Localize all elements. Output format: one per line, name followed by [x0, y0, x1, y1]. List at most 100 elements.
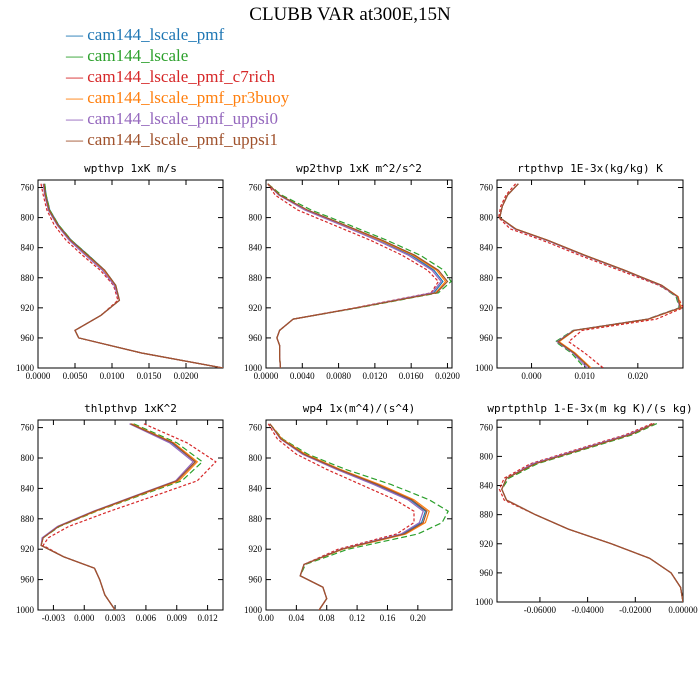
y-tick-label: 1000	[244, 605, 263, 615]
subplot-title: wp4 1x(m^4)/(s^4)	[303, 402, 416, 415]
series-line	[40, 183, 223, 368]
series-line	[499, 183, 682, 368]
series-line	[267, 183, 444, 368]
series-line	[501, 423, 683, 602]
series-line	[40, 423, 197, 610]
y-tick-label: 760	[480, 422, 494, 432]
y-tick-label: 880	[249, 514, 263, 524]
plot-frame	[265, 179, 453, 369]
legend-item: — cam144_lscale_pmf_uppsi0	[65, 109, 278, 128]
series-group	[497, 183, 683, 368]
y-tick-label: 880	[480, 510, 494, 520]
y-tick-label: 760	[21, 423, 35, 433]
x-tick-label: 0.009	[167, 613, 188, 623]
series-line	[497, 183, 683, 368]
x-tick-label: 0.012	[197, 613, 217, 623]
x-tick-label: -0.06000	[524, 605, 557, 615]
series-line	[498, 423, 683, 602]
y-tick-label: 920	[21, 544, 35, 554]
series-line	[267, 183, 449, 368]
series-line	[267, 423, 415, 610]
series-line	[499, 183, 682, 368]
y-tick-label: 920	[249, 544, 263, 554]
legend-item: — cam144_lscale_pmf	[65, 25, 224, 44]
panels: wpthvp 1xK m/s 760 800 840 880 920 960 1000 0.00…	[16, 162, 698, 623]
y-tick-label: 960	[249, 333, 263, 343]
legend-item: — cam144_lscale_pmf_pr3buoy	[65, 88, 290, 107]
x-tick-label: 0.0200	[174, 371, 199, 381]
x-tick-label: 0.0160	[399, 371, 424, 381]
y-tick-label: 760	[249, 183, 263, 193]
series-line	[267, 183, 440, 368]
y-tick-label: 1000	[475, 597, 494, 607]
series-group	[267, 183, 452, 368]
y-tick-label: 920	[249, 303, 263, 313]
x-tick-label: -0.04000	[571, 605, 604, 615]
y-tick-label: 840	[249, 243, 263, 253]
legend-marker: —	[65, 46, 87, 65]
legend-item: — cam144_lscale_pmf_uppsi1	[65, 130, 278, 149]
legend-marker: —	[65, 88, 87, 107]
legend-label: cam144_lscale_pmf_c7rich	[87, 67, 275, 86]
x-tick-label: 0.0000	[254, 371, 279, 381]
y-tick-label: 880	[21, 273, 35, 283]
x-tick-label: 0.0040	[290, 371, 315, 381]
y-tick-label: 840	[21, 483, 35, 493]
plot-frame	[265, 419, 453, 611]
legend-marker: —	[65, 25, 87, 44]
x-tick-label: 0.0150	[137, 371, 162, 381]
series-line	[501, 423, 683, 602]
x-tick-label: 0.0050	[63, 371, 88, 381]
y-tick-label: 960	[249, 575, 263, 585]
legend-marker: —	[65, 67, 87, 86]
y-tick-label: 1000	[16, 363, 35, 373]
subplot: wprtpthlp 1-E-3x(m kg K)/(s kg) 760 800 840…	[475, 402, 698, 615]
subplot: thlpthvp 1xK^2 760 800 840 880 920 960 1000 -0.0…	[16, 402, 224, 623]
legend-item: — cam144_lscale_pmf_c7rich	[65, 67, 276, 86]
legend-label: cam144_lscale	[87, 46, 188, 65]
series-line	[499, 183, 682, 368]
x-tick-label: 0.00000	[668, 605, 698, 615]
series-line	[267, 183, 452, 368]
series-line	[499, 183, 681, 368]
x-tick-label: 0.006	[136, 613, 157, 623]
x-tick-label: 0.010	[575, 371, 596, 381]
y-tick-label: 920	[21, 303, 35, 313]
legend-item: — cam144_lscale	[65, 46, 188, 65]
y-tick-label: 840	[249, 483, 263, 493]
legend-marker: —	[65, 130, 87, 149]
plot-frame	[496, 179, 684, 369]
series-line	[40, 423, 195, 610]
legend-label: cam144_lscale_pmf	[87, 25, 224, 44]
y-tick-label: 880	[21, 514, 35, 524]
subplot: wp4 1x(m^4)/(s^4)76080084088092096010000…	[244, 402, 453, 623]
y-tick-label: 960	[21, 333, 35, 343]
series-line	[40, 423, 197, 610]
x-tick-label: 0.08	[319, 613, 335, 623]
series-line	[501, 423, 683, 602]
x-tick-label: 0.003	[105, 613, 126, 623]
subplot-title: wpthvp 1xK m/s	[84, 162, 177, 175]
legend-label: cam144_lscale_pmf_pr3buoy	[87, 88, 290, 107]
y-tick-label: 800	[480, 451, 494, 461]
y-tick-label: 800	[249, 213, 263, 223]
subplot-title: rtpthvp 1E-3x(kg/kg) K	[517, 162, 663, 175]
x-tick-label: -0.003	[42, 613, 66, 623]
y-tick-label: 800	[480, 213, 494, 223]
plot-frame	[37, 179, 224, 369]
series-line	[499, 183, 681, 368]
y-tick-label: 960	[21, 575, 35, 585]
y-tick-label: 880	[480, 273, 494, 283]
subplot-title: wp2thvp 1xK m^2/s^2	[296, 162, 422, 175]
series-group	[267, 423, 449, 610]
y-tick-label: 840	[480, 243, 494, 253]
series-line	[40, 423, 199, 610]
y-tick-label: 760	[21, 183, 35, 193]
y-tick-label: 920	[480, 303, 494, 313]
series-group	[40, 423, 217, 610]
x-tick-label: 0.0120	[363, 371, 388, 381]
x-tick-label: 0.12	[349, 613, 365, 623]
series-group	[40, 183, 223, 368]
x-tick-label: 0.020	[628, 371, 649, 381]
y-tick-label: 800	[249, 453, 263, 463]
